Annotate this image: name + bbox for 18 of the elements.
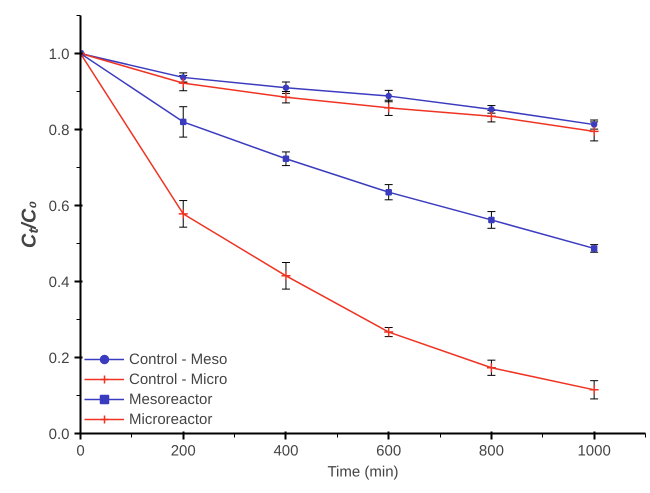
- y-tick-label: 0.0: [48, 426, 70, 443]
- y-tick-label: 0.4: [48, 274, 70, 291]
- legend-label: Control - Meso: [129, 350, 228, 368]
- x-tick-label: 200: [170, 442, 196, 460]
- x-tick-label: 800: [478, 442, 504, 460]
- legend-label: Control - Micro: [129, 370, 228, 388]
- x-tick-label: 400: [273, 442, 298, 460]
- y-axis-title: Cₜ/C₀: [18, 200, 41, 248]
- legend-label: Microreactor: [129, 410, 212, 428]
- x-tick-label: 600: [376, 442, 402, 460]
- x-axis-title: Time (min): [327, 464, 399, 480]
- legend-label: Mesoreactor: [129, 390, 212, 408]
- y-tick-label: 0.2: [48, 350, 70, 367]
- y-tick-label: 0.8: [48, 122, 70, 139]
- x-tick-label: 0: [76, 442, 85, 460]
- y-tick-label: 1.0: [48, 46, 70, 63]
- y-tick-label: 0.6: [48, 198, 70, 215]
- x-tick-label: 1000: [577, 442, 611, 460]
